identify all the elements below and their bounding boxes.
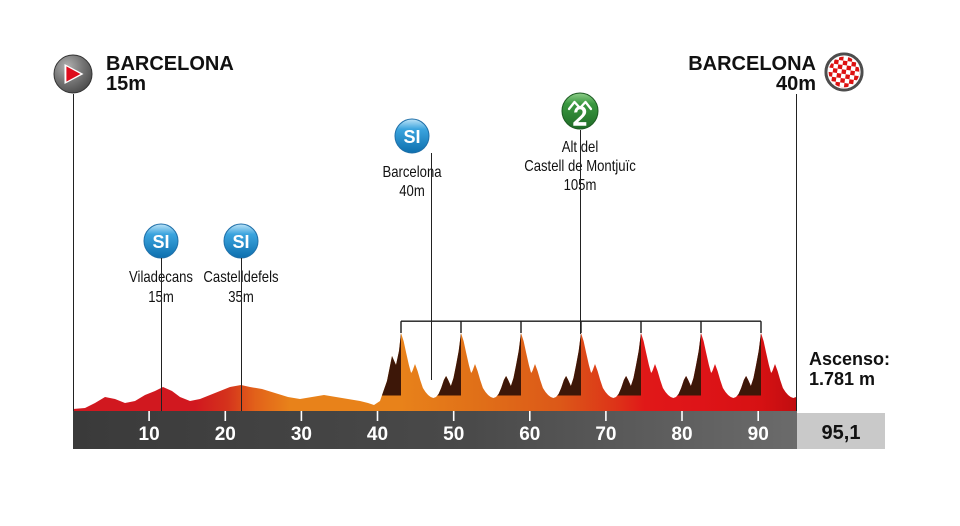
svg-text:95,1: 95,1: [822, 422, 861, 444]
svg-text:SI: SI: [232, 232, 249, 252]
svg-text:20: 20: [215, 424, 236, 445]
svg-text:90: 90: [748, 424, 769, 445]
svg-text:60: 60: [519, 424, 540, 445]
svg-text:70: 70: [595, 424, 616, 445]
svg-text:10: 10: [139, 424, 160, 445]
svg-text:50: 50: [443, 424, 464, 445]
svg-text:40: 40: [367, 424, 388, 445]
svg-text:SI: SI: [152, 232, 169, 252]
svg-text:80: 80: [671, 424, 692, 445]
svg-text:30: 30: [291, 424, 312, 445]
svg-text:SI: SI: [403, 127, 420, 147]
